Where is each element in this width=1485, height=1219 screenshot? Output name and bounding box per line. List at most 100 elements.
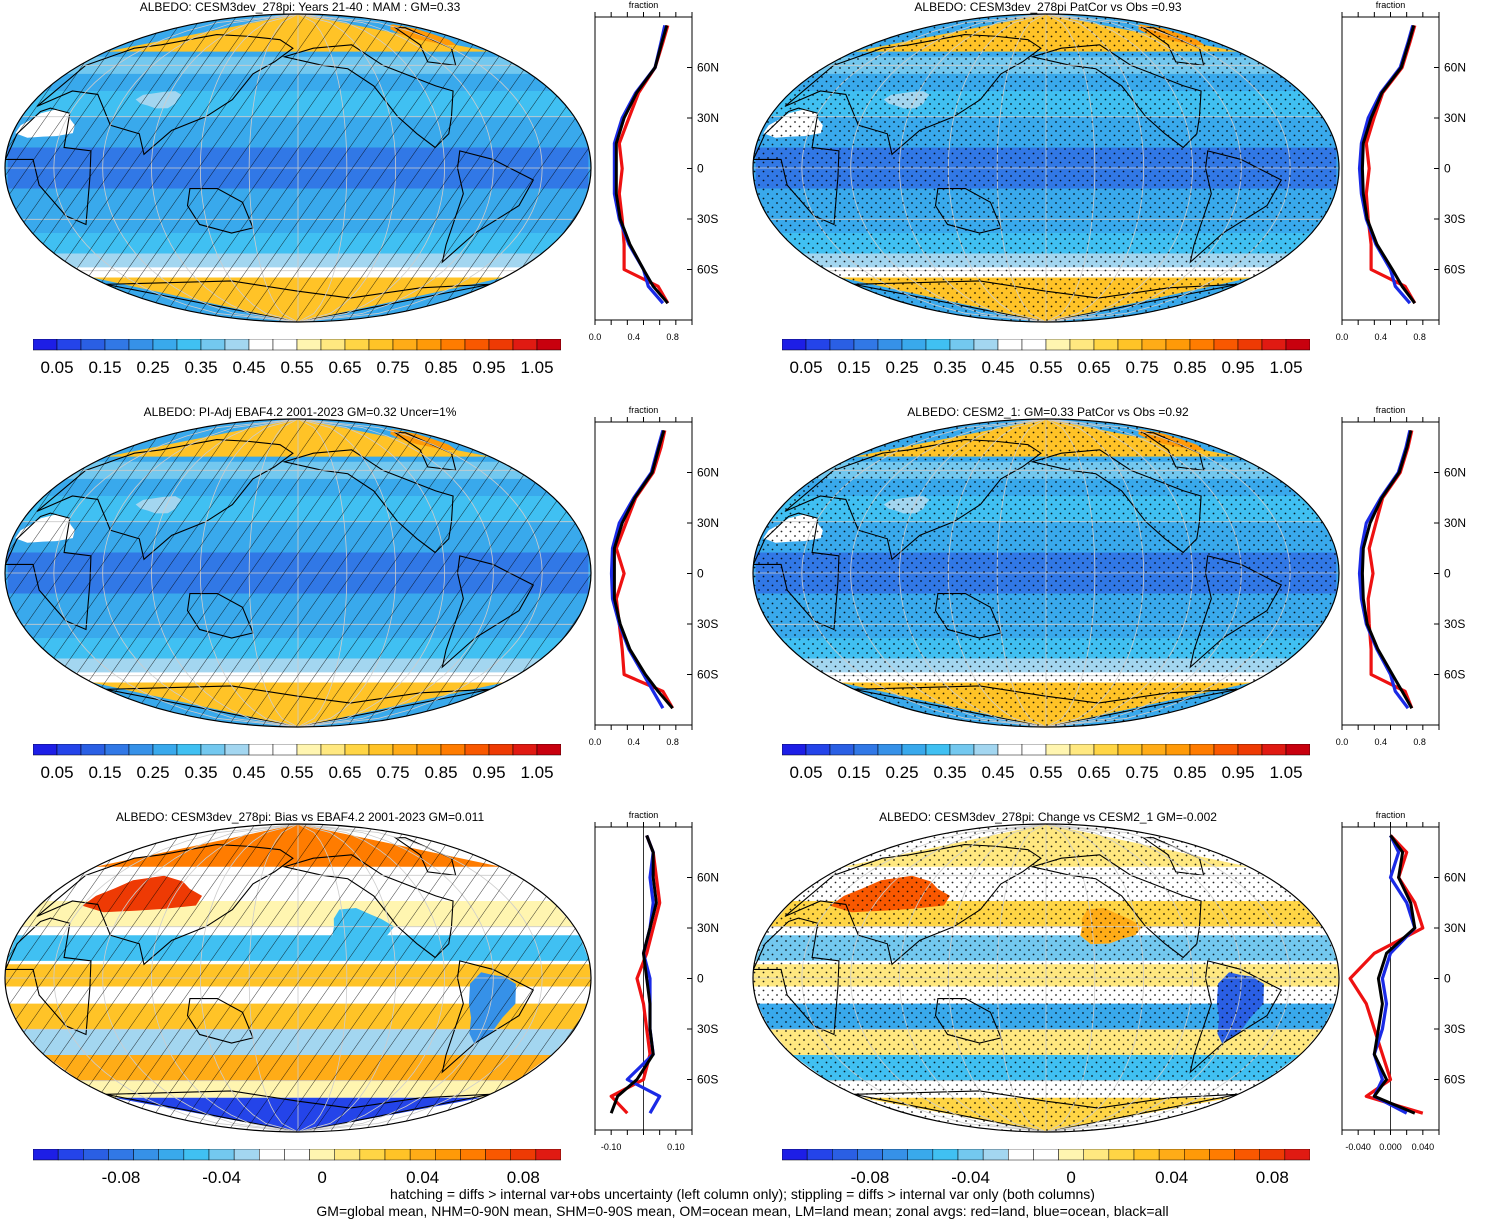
panel-1-colorbar: 0.05 0.15 0.25 0.35 0.45 0.55 0.65 0.75 0.85 0.95…: [32, 338, 562, 378]
colorbar-swatch: [853, 338, 879, 351]
colorbar-swatch: [882, 1148, 908, 1161]
zonal-series-land: [614, 430, 674, 709]
lat-tick-label: 30S: [1444, 617, 1465, 631]
colorbar-swatch: [1117, 743, 1143, 756]
colorbar-label: 1.05: [520, 763, 554, 782]
panel-5-zonal-plot: fraction 60N 30N 0 30S 60S -0.10 0.10: [575, 810, 735, 1162]
colorbar-swatch: [488, 338, 514, 351]
colorbar-swatch: [56, 338, 82, 351]
colorbar-swatch: [832, 1148, 858, 1161]
colorbar-label: 0.45: [981, 358, 1015, 377]
colorbar-swatch: [108, 1148, 134, 1161]
colorbar-label: 0.15: [837, 763, 871, 782]
colorbar-swatch: [152, 743, 178, 756]
colorbar-swatch: [488, 743, 514, 756]
colorbar-label: 0.35: [933, 763, 967, 782]
colorbar-swatch: [233, 1148, 260, 1161]
colorbar-label: 0.45: [981, 763, 1015, 782]
colorbar-swatch: [805, 743, 831, 756]
lat-tick-label: 30S: [697, 617, 718, 631]
lat-tick-label: 60S: [697, 263, 718, 277]
panel-4-map: [748, 417, 1344, 729]
colorbar-swatch: [1133, 1148, 1160, 1161]
map-border: [4, 823, 592, 1133]
lat-tick-label: 0: [697, 972, 704, 986]
colorbar-swatch: [435, 1148, 461, 1161]
colorbar-swatch: [510, 1148, 537, 1161]
colorbar-label: 1.05: [520, 358, 554, 377]
colorbar-swatch: [805, 338, 831, 351]
colorbar-label: 0.75: [376, 763, 410, 782]
lat-tick-label: 30S: [697, 212, 718, 226]
map-field: [5, 419, 591, 727]
colorbar-swatch: [80, 338, 106, 351]
colorbar-swatch: [208, 1148, 235, 1161]
colorbar-label: 0.05: [40, 358, 74, 377]
x-tick-label: 0.8: [1413, 332, 1426, 342]
lat-tick-label: 0: [697, 567, 704, 581]
colorbar-swatch: [176, 743, 202, 756]
panel-4-title: ALBEDO: CESM2_1: GM=0.33 PatCor vs Obs =…: [907, 405, 1189, 419]
colorbar-swatch: [1083, 1148, 1110, 1161]
panel-1-map: [0, 12, 596, 324]
colorbar-swatch: [32, 338, 58, 351]
colorbar-swatch: [1141, 338, 1167, 351]
lat-tick-label: 30N: [697, 516, 719, 530]
hatching-overlay: [5, 824, 591, 1132]
hatching-overlay: [5, 419, 591, 727]
colorbar-swatch: [1261, 338, 1287, 351]
colorbar-swatch: [320, 338, 346, 351]
zonal-unit-label: fraction: [629, 0, 659, 10]
zonal-series-ocean: [1372, 834, 1417, 1115]
x-tick-label: -0.10: [601, 1142, 622, 1152]
footer-line-1: hatching = diffs > internal var+obs unce…: [390, 1186, 1095, 1202]
panel-6-title: ALBEDO: CESM3dev_278pi: Change vs CESM2_…: [879, 810, 1217, 824]
colorbar-swatch: [1058, 1148, 1084, 1161]
colorbar-swatch: [1033, 1148, 1059, 1161]
colorbar-swatch: [829, 338, 855, 351]
x-tick-label: 0.0: [1336, 332, 1349, 342]
colorbar-label: 0.08: [1255, 1168, 1289, 1187]
colorbar-swatch: [957, 1148, 984, 1161]
x-tick-label: 0.10: [667, 1142, 685, 1152]
panel-3-title: ALBEDO: PI-Adj EBAF4.2 2001-2023 GM=0.32…: [143, 405, 457, 419]
stippling-overlay: [753, 824, 1339, 1132]
colorbar-label: 0.04: [406, 1168, 440, 1187]
colorbar-swatch: [158, 1148, 185, 1161]
x-tick-label: 0.000: [1379, 1142, 1402, 1152]
colorbar-label: 0.08: [506, 1168, 540, 1187]
colorbar-label: -0.04: [951, 1168, 990, 1187]
colorbar-swatch: [32, 743, 58, 756]
zonal-series-all: [612, 429, 674, 710]
zonal-series-land: [617, 24, 670, 304]
colorbar-swatch: [1184, 1148, 1210, 1161]
colorbar-label: 1.05: [1269, 358, 1303, 377]
panel-2-colorbar: 0.05 0.15 0.25 0.35 0.45 0.55 0.65 0.75 0.85 0.95…: [781, 338, 1311, 378]
zonal-series-all: [1372, 834, 1417, 1115]
colorbar-label: 0.95: [1221, 358, 1255, 377]
colorbar-swatch: [344, 338, 370, 351]
colorbar-label: 0.45: [232, 763, 266, 782]
lat-tick-label: 30N: [697, 111, 719, 125]
colorbar-swatch: [272, 743, 298, 756]
colorbar-label: 0.15: [88, 358, 122, 377]
colorbar-swatch: [535, 1148, 562, 1161]
colorbar-label: 0.25: [136, 763, 170, 782]
lat-tick-label: 60N: [1444, 61, 1466, 75]
colorbar-swatch: [1165, 338, 1191, 351]
colorbar-swatch: [224, 338, 250, 351]
colorbar-swatch: [925, 743, 951, 756]
colorbar-swatch: [80, 743, 106, 756]
colorbar-label: -0.08: [101, 1168, 141, 1187]
lat-tick-label: 30N: [697, 921, 719, 935]
zonal-series-ocean: [1357, 430, 1412, 710]
panel-2-title: ALBEDO: CESM3dev_278pi PatCor vs Obs =0.…: [914, 0, 1182, 14]
colorbar-swatch: [982, 1148, 1009, 1161]
panel-2-map: [748, 12, 1344, 324]
colorbar-swatch: [296, 338, 322, 351]
panel-5-colorbar: -0.08 -0.04 0 0.04 0.08: [32, 1148, 562, 1188]
colorbar-swatch: [1158, 1148, 1185, 1161]
colorbar-swatch: [128, 743, 154, 756]
colorbar-swatch: [200, 743, 226, 756]
stippling-overlay: [753, 419, 1339, 727]
